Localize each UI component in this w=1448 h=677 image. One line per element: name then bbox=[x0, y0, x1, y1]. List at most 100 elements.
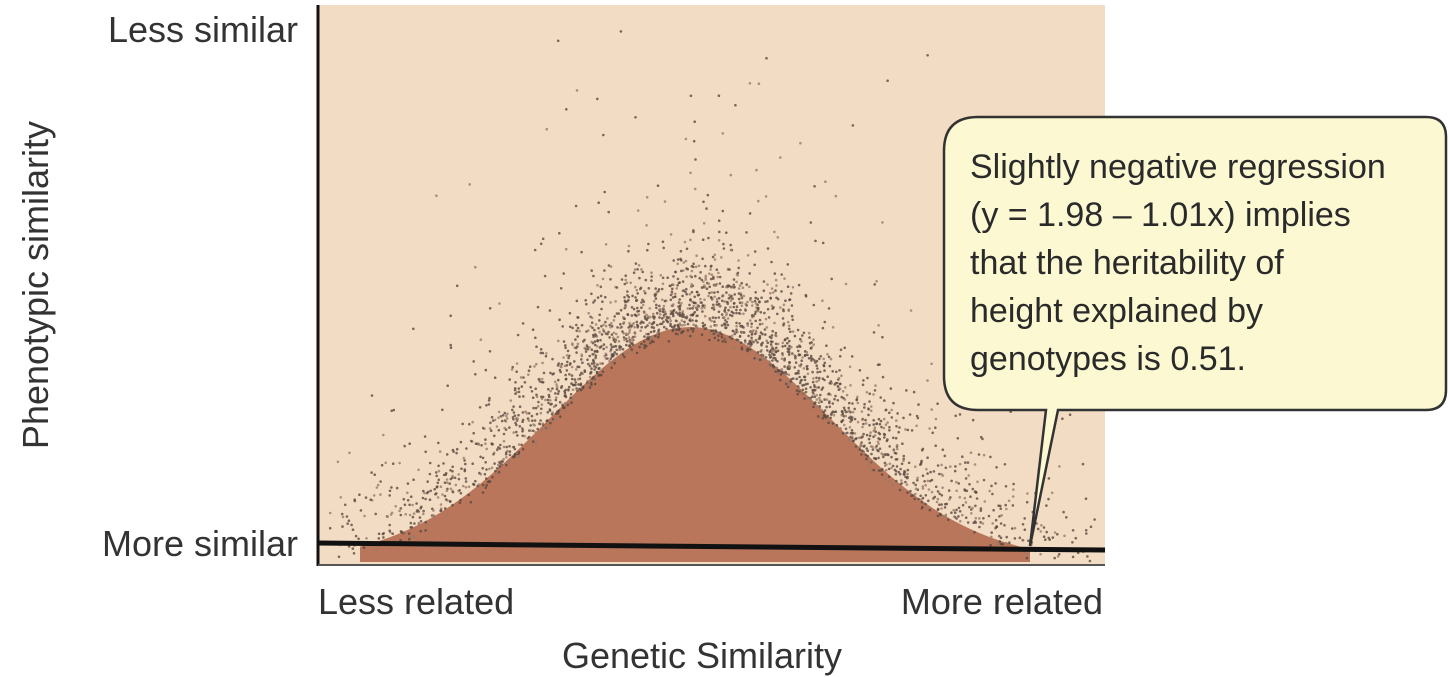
scatter-dot bbox=[644, 325, 647, 329]
scatter-dot bbox=[971, 506, 974, 510]
scatter-dot bbox=[788, 361, 791, 364]
scatter-dot bbox=[981, 522, 985, 525]
scatter-dot bbox=[678, 281, 681, 284]
scatter-dot bbox=[887, 475, 891, 479]
scatter-dot bbox=[1047, 477, 1051, 480]
scatter-dot bbox=[872, 429, 876, 433]
scatter-dot bbox=[737, 287, 741, 290]
scatter-dot bbox=[769, 297, 772, 300]
scatter-dot bbox=[531, 440, 535, 443]
scatter-dot bbox=[613, 361, 616, 365]
scatter-dot bbox=[686, 329, 690, 332]
scatter-dot bbox=[617, 312, 620, 315]
scatter-dot bbox=[549, 399, 552, 402]
scatter-dot bbox=[723, 316, 726, 319]
scatter-dot bbox=[488, 307, 492, 310]
scatter-dot bbox=[595, 371, 599, 375]
scatter-dot bbox=[850, 429, 854, 432]
scatter-dot bbox=[888, 429, 891, 432]
scatter-dot bbox=[488, 427, 492, 430]
scatter-dot bbox=[646, 248, 649, 252]
scatter-dot bbox=[689, 238, 692, 242]
scatter-dot bbox=[347, 545, 351, 548]
scatter-dot bbox=[654, 297, 658, 300]
scatter-dot bbox=[941, 486, 944, 490]
scatter-dot bbox=[791, 352, 794, 355]
scatter-dot bbox=[1036, 527, 1040, 531]
scatter-dot bbox=[540, 403, 544, 406]
scatter-dot bbox=[672, 275, 675, 278]
scatter-dot bbox=[428, 498, 432, 502]
scatter-dot bbox=[604, 352, 608, 356]
scatter-dot bbox=[695, 254, 698, 257]
scatter-dot bbox=[677, 305, 680, 308]
scatter-dot bbox=[748, 82, 752, 85]
scatter-dot bbox=[521, 411, 525, 414]
scatter-dot bbox=[858, 448, 862, 451]
scatter-dot bbox=[904, 475, 907, 479]
scatter-dot bbox=[505, 445, 509, 449]
scatter-dot bbox=[535, 362, 538, 366]
scatter-dot bbox=[725, 312, 728, 315]
scatter-dot bbox=[540, 397, 544, 401]
scatter-dot bbox=[803, 378, 807, 382]
scatter-dot bbox=[575, 299, 579, 303]
scatter-dot bbox=[942, 515, 945, 518]
scatter-dot bbox=[837, 376, 841, 380]
scatter-dot bbox=[435, 474, 439, 478]
scatter-dot bbox=[812, 377, 815, 380]
scatter-dot bbox=[590, 340, 593, 344]
scatter-dot bbox=[692, 139, 696, 143]
scatter-dot bbox=[530, 414, 534, 418]
scatter-dot bbox=[957, 515, 960, 518]
scatter-dot bbox=[518, 405, 522, 409]
scatter-dot bbox=[441, 408, 444, 412]
scatter-dot bbox=[842, 414, 846, 418]
scatter-dot bbox=[809, 354, 813, 358]
scatter-dot bbox=[737, 297, 741, 301]
scatter-dot bbox=[662, 314, 666, 317]
scatter-dot bbox=[589, 381, 593, 385]
scatter-dot bbox=[902, 454, 906, 458]
scatter-dot bbox=[701, 310, 704, 313]
scatter-dot bbox=[803, 350, 807, 353]
scatter-dot bbox=[639, 329, 642, 333]
scatter-dot bbox=[888, 411, 891, 415]
scatter-dot bbox=[609, 301, 612, 304]
scatter-dot bbox=[533, 248, 537, 252]
scatter-dot bbox=[1012, 488, 1015, 491]
scatter-dot bbox=[452, 450, 455, 453]
scatter-dot bbox=[844, 427, 848, 431]
scatter-dot bbox=[794, 355, 797, 358]
scatter-dot bbox=[737, 292, 741, 295]
scatter-dot bbox=[513, 388, 517, 392]
scatter-dot bbox=[926, 54, 929, 57]
scatter-dot bbox=[593, 350, 597, 353]
scatter-dot bbox=[781, 341, 785, 345]
scatter-dot bbox=[958, 510, 962, 513]
scatter-dot bbox=[771, 359, 774, 362]
scatter-dot bbox=[796, 392, 799, 396]
scatter-dot bbox=[733, 293, 736, 296]
scatter-dot bbox=[455, 447, 459, 451]
scatter-dot bbox=[539, 348, 543, 351]
scatter-dot bbox=[936, 402, 939, 406]
scatter-dot bbox=[825, 344, 828, 348]
scatter-dot bbox=[848, 426, 852, 429]
scatter-dot bbox=[518, 395, 521, 398]
scatter-dot bbox=[612, 336, 615, 340]
scatter-dot bbox=[774, 289, 777, 292]
scatter-dot bbox=[602, 343, 606, 346]
scatter-dot bbox=[983, 500, 987, 503]
scatter-dot bbox=[834, 381, 838, 385]
scatter-dot bbox=[634, 262, 638, 265]
scatter-dot bbox=[776, 297, 780, 301]
scatter-dot bbox=[379, 480, 382, 483]
scatter-dot bbox=[557, 409, 561, 412]
scatter-dot bbox=[1065, 516, 1068, 519]
scatter-dot bbox=[690, 291, 694, 294]
scatter-dot bbox=[849, 410, 852, 414]
scatter-dot bbox=[859, 443, 863, 446]
scatter-dot bbox=[708, 285, 711, 289]
scatter-dot bbox=[742, 312, 745, 316]
